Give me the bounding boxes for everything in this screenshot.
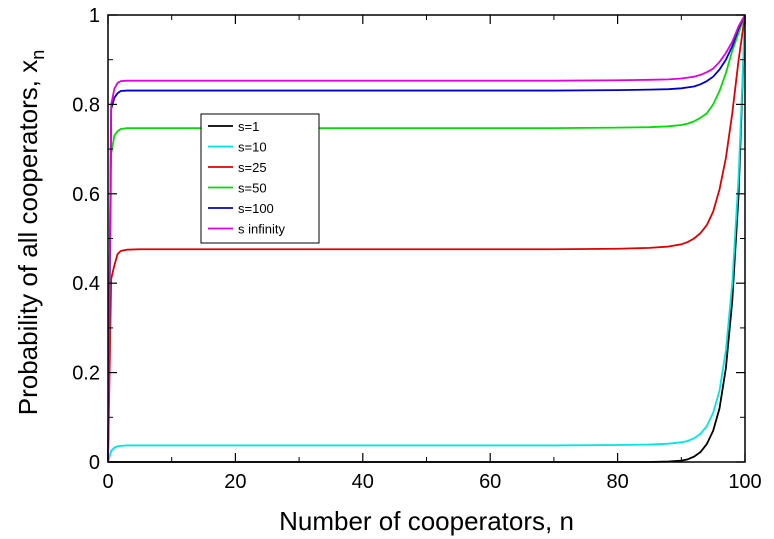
series-layer <box>107 14 746 463</box>
y-tick-label: 1 <box>89 5 100 27</box>
legend-label: s=1 <box>238 119 259 134</box>
legend-label: s=50 <box>238 181 267 196</box>
legend: s=1 s=10 s=25 s=50 s=100 s infinity <box>200 113 320 244</box>
legend-label: s infinity <box>238 222 285 237</box>
legend-label: s=10 <box>238 140 267 155</box>
legend-label: s=25 <box>238 160 267 175</box>
x-tick-label: 20 <box>224 471 246 493</box>
tick-layer: 0 20 40 60 80 100 0 0.2 0.4 0.6 0.8 1 <box>72 5 762 493</box>
y-axis-title-subscript: n <box>28 50 48 60</box>
x-tick-label: 40 <box>352 471 374 493</box>
x-tick-label: 60 <box>479 471 501 493</box>
series-line-s-10 <box>107 14 746 463</box>
y-tick-label: 0.2 <box>72 363 100 385</box>
series-line-s-25 <box>107 14 746 463</box>
series-line-s-100 <box>107 14 746 463</box>
x-tick-label: 100 <box>728 471 761 493</box>
y-tick-label: 0.8 <box>72 94 100 116</box>
series-line-s-50 <box>107 14 746 463</box>
y-tick-label: 0.4 <box>72 273 100 295</box>
legend-label: s=100 <box>238 201 274 216</box>
series-line-s-infinity <box>107 14 746 463</box>
y-tick-label: 0 <box>89 452 100 474</box>
legend-box <box>200 113 320 244</box>
x-axis-title: Number of cooperators, n <box>279 506 574 536</box>
y-tick-label: 0.6 <box>72 184 100 206</box>
y-axis-title-main: Probability of all cooperators, x <box>13 60 43 416</box>
x-tick-label: 0 <box>102 471 113 493</box>
y-axis-title: Probability of all cooperators, xn <box>13 50 48 416</box>
x-tick-label: 80 <box>606 471 628 493</box>
